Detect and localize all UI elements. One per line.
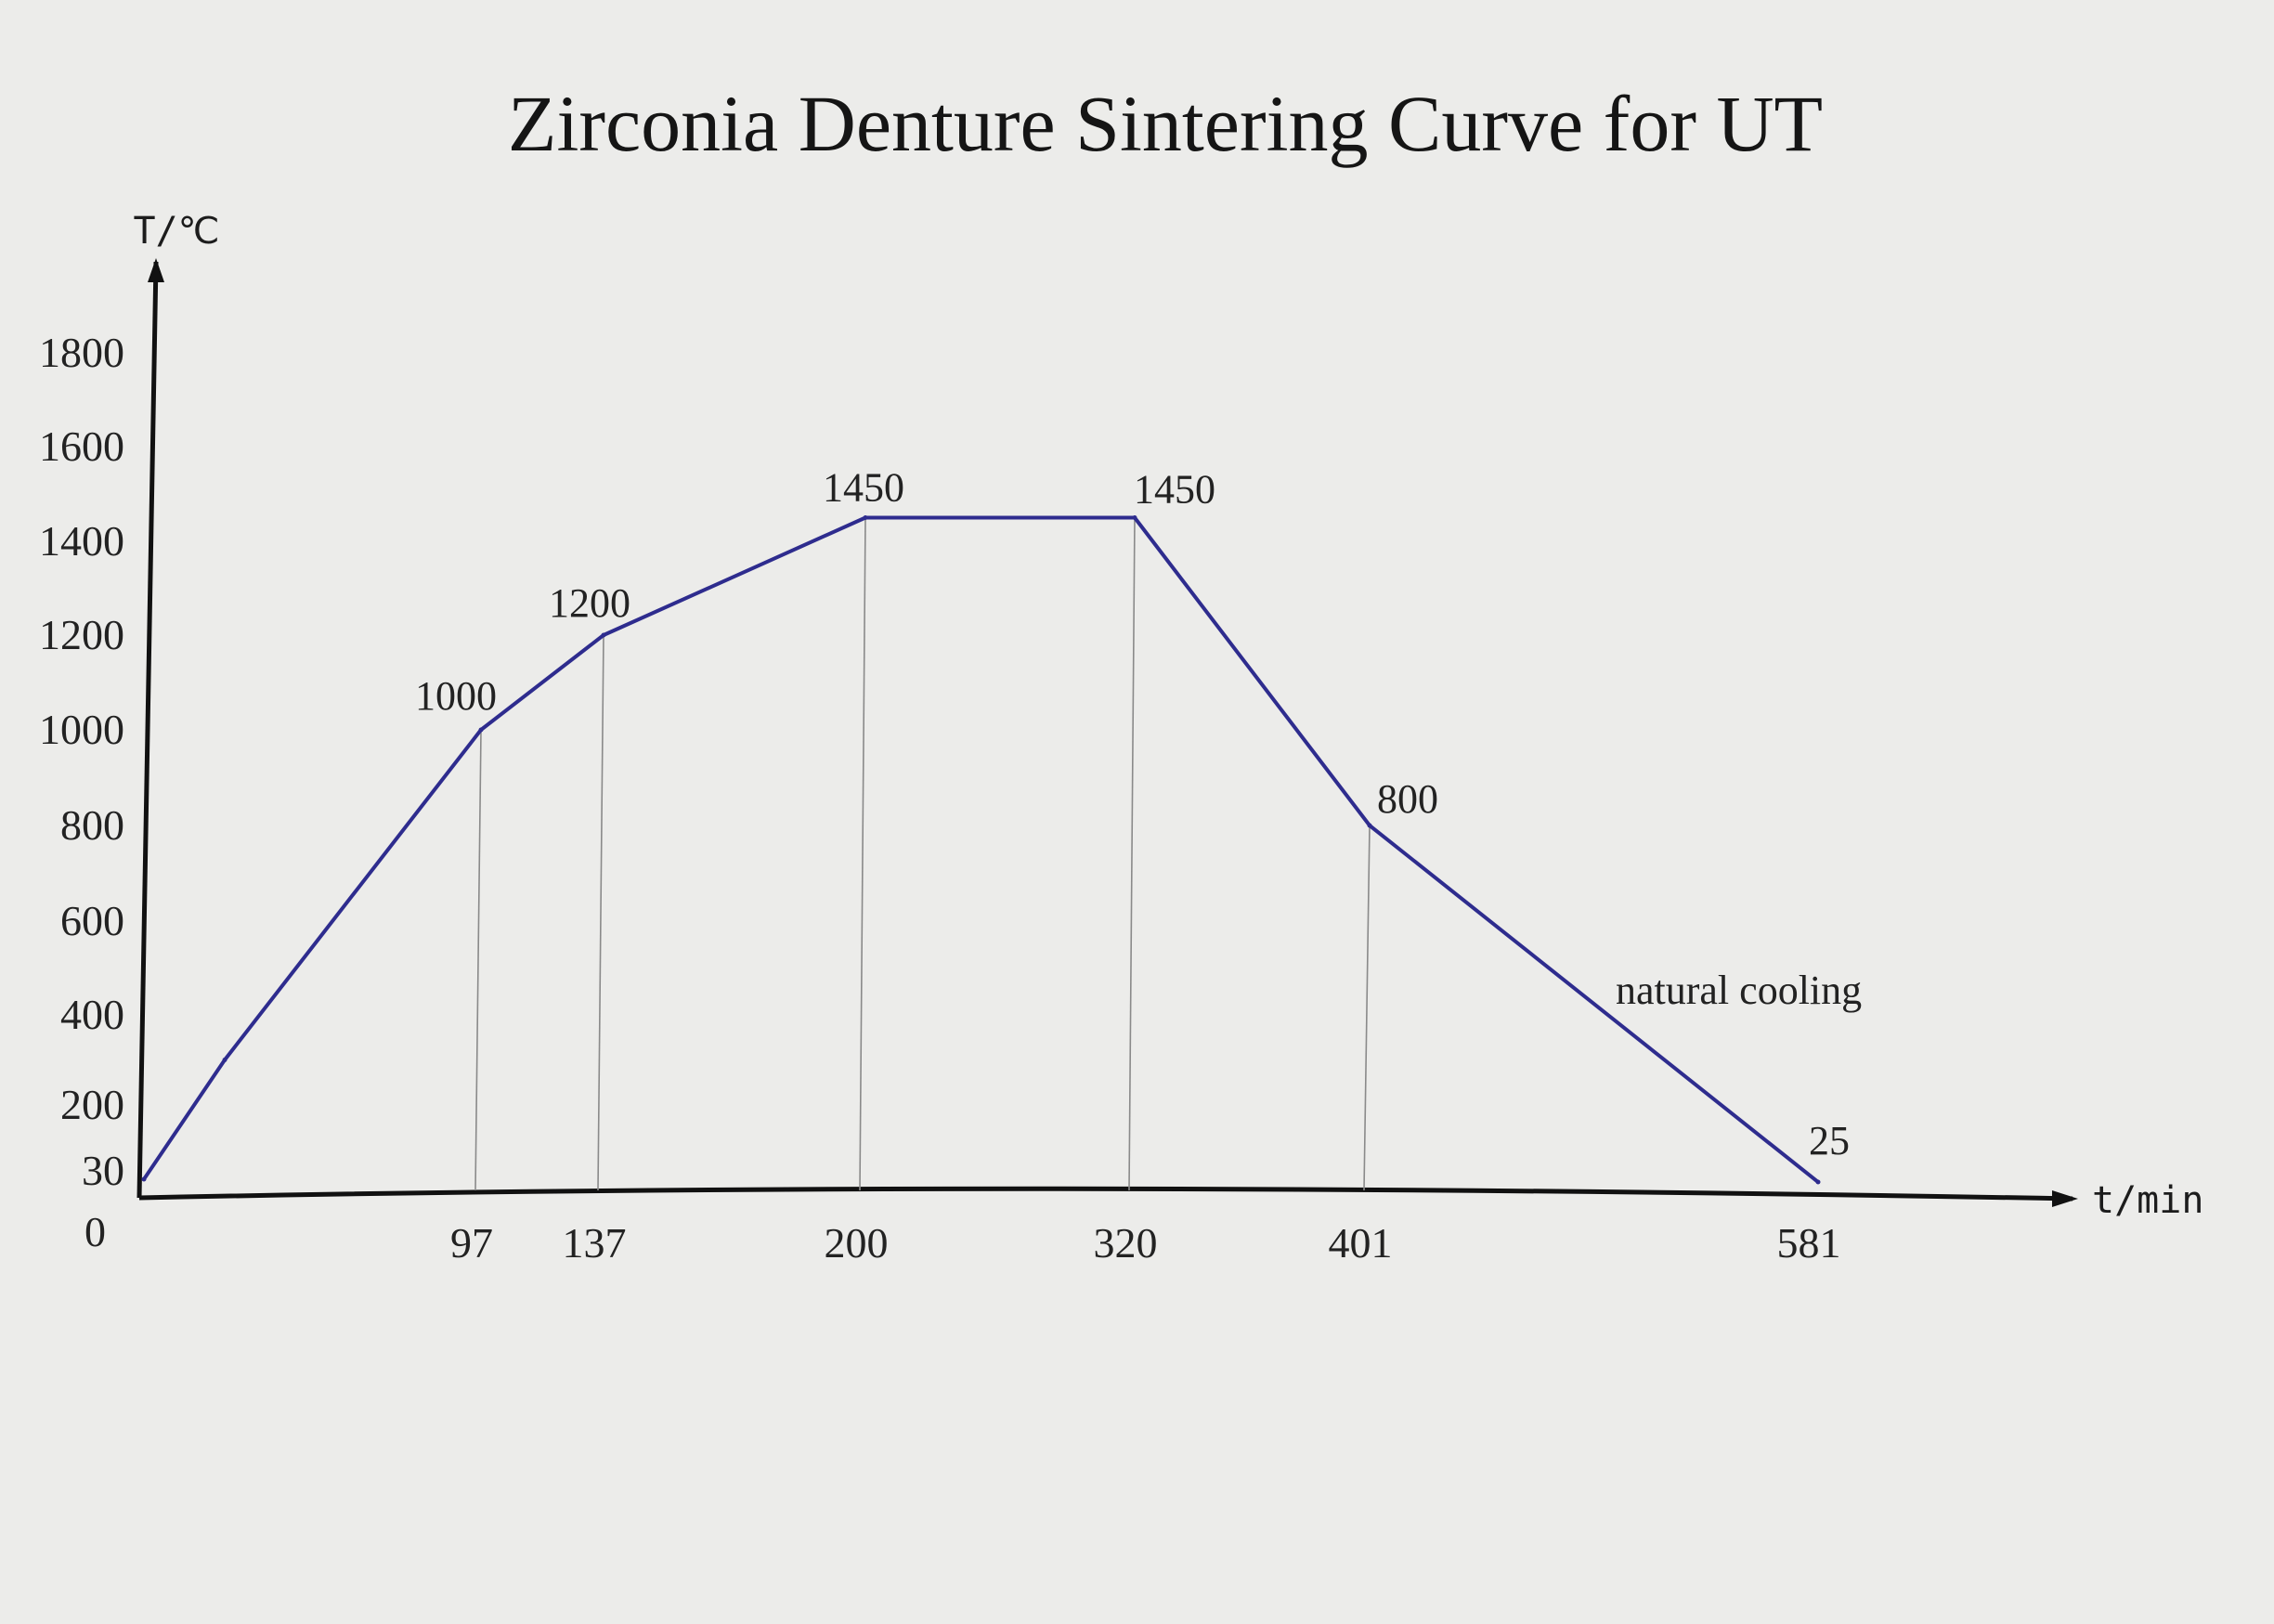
reference-line — [474, 729, 482, 1191]
data-point — [1132, 515, 1137, 520]
data-point — [222, 1058, 227, 1062]
y-tick-label: 800 — [60, 801, 124, 849]
annotations: natural cooling — [1616, 968, 1862, 1013]
data-point — [478, 727, 484, 733]
series-layer — [141, 515, 1821, 1185]
point-label: 1450 — [1134, 467, 1215, 513]
point-label: 1450 — [823, 465, 904, 511]
y-axis-line — [136, 261, 159, 1199]
x-axis-arrow — [2052, 1190, 2078, 1207]
x-tick-label: 320 — [1094, 1219, 1158, 1267]
y-tick-label: 1000 — [39, 706, 124, 753]
x-tick-label: 97 — [450, 1219, 493, 1267]
y-tick-label: 600 — [60, 897, 124, 944]
y-tick-label: 1800 — [39, 329, 124, 376]
data-point — [863, 515, 868, 520]
x-tick-label: 200 — [825, 1219, 889, 1267]
x-tick-label: 581 — [1777, 1219, 1841, 1267]
chart-title: Zirconia Denture Sintering Curve for UT — [508, 79, 1823, 168]
y-tick-label: 1200 — [39, 611, 124, 658]
y-tick-label: 30 — [82, 1147, 124, 1194]
reference-line — [1128, 517, 1136, 1191]
data-point — [601, 632, 606, 638]
reference-line — [1363, 825, 1371, 1191]
reference-line — [859, 517, 866, 1191]
reference-lines — [474, 517, 1371, 1191]
y-axis-arrow — [148, 258, 164, 282]
reference-line — [597, 634, 604, 1191]
x-tick-label: 401 — [1329, 1219, 1393, 1267]
temperature-series-line — [142, 515, 1820, 1184]
data-point — [1815, 1179, 1821, 1185]
natural-cooling-annotation: natural cooling — [1616, 968, 1862, 1013]
x-tick-label: 137 — [563, 1219, 627, 1267]
y-axis-label: T/℃ — [133, 210, 219, 253]
axes — [136, 258, 2078, 1207]
point-label: 800 — [1377, 776, 1438, 822]
point-labels: 1000 1200 1450 1450 800 25 — [415, 465, 1850, 1164]
y-tick-label: 0 — [84, 1208, 106, 1255]
y-tick-label: 1600 — [39, 422, 124, 470]
x-axis-line — [138, 1186, 2073, 1202]
point-label: 25 — [1809, 1118, 1850, 1163]
x-tick-labels: 97 137 200 320 401 581 — [450, 1219, 1841, 1267]
y-tick-label: 1400 — [39, 517, 124, 565]
y-tick-labels: 0 30 200 400 600 800 1000 1200 1400 1600 1800 — [39, 329, 124, 1255]
y-tick-label: 400 — [60, 991, 124, 1038]
point-label: 1000 — [415, 673, 497, 719]
y-tick-label: 200 — [60, 1081, 124, 1128]
data-point — [1367, 823, 1372, 828]
point-label: 1200 — [549, 580, 630, 626]
x-axis-label: t/min — [2092, 1179, 2203, 1222]
data-point — [141, 1176, 147, 1182]
